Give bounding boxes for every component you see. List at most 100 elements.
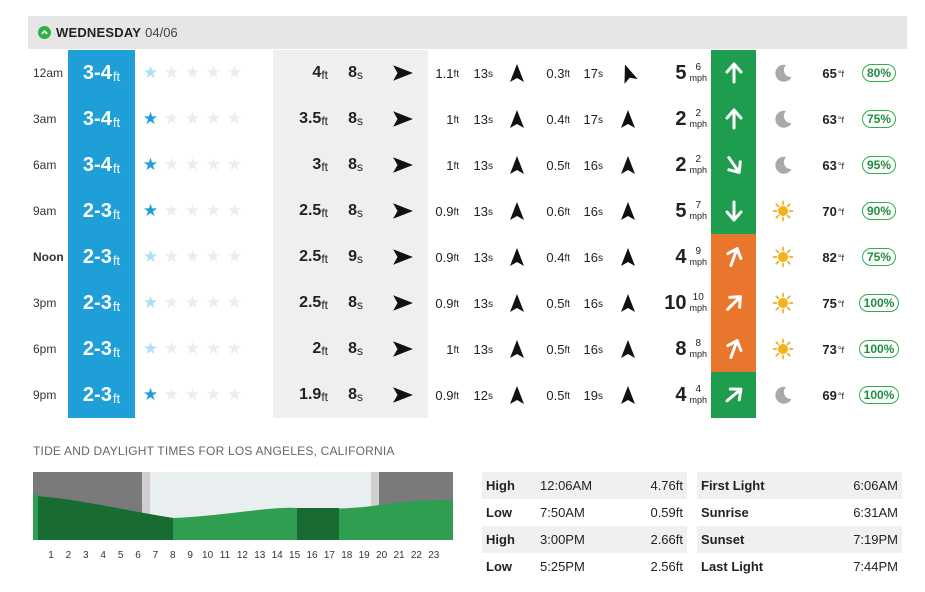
tide-hour-label: 19 (358, 550, 370, 561)
secondary-swell-height: 1 ft (446, 157, 459, 173)
wind-direction (711, 326, 756, 372)
rating-star-icon: ★ (205, 155, 222, 174)
sun-icon (772, 338, 794, 360)
row-time: 3pm (33, 296, 57, 310)
humidity-badge: 75% (858, 96, 900, 142)
secondary-swell-period: 13 s (473, 249, 493, 265)
swell-direction-icon (510, 340, 524, 358)
row-time: 9am (33, 204, 57, 218)
surf-height: 2-3 ft (82, 337, 121, 360)
surf-height: 3-4 ft (82, 153, 121, 176)
forecast-row[interactable]: 3am 3-4 ft ★ ★ ★ ★ ★ 3.5 ft 8 s 1 ft 13 s 0.4 ft 17 s 2 2 mph 6… (0, 96, 925, 142)
tide-chart (33, 472, 453, 540)
wind-speed: 4 4 mph (675, 383, 707, 406)
tide-hour-label: 15 (289, 550, 301, 561)
temperature: 63 °f (822, 157, 844, 173)
chevron-up-icon[interactable] (38, 26, 51, 39)
secondary-swell-direction (505, 96, 529, 142)
forecast-row[interactable]: 6am 3-4 ft ★ ★ ★ ★ ★ 3 ft 8 s 1 ft 13 s 0.5 ft 16 s 2 2 mph 63 °… (0, 142, 925, 188)
rating-star-icon: ★ (205, 385, 222, 404)
tide-curve-dark-morning (33, 496, 173, 540)
tide-hour-label: 4 (100, 550, 106, 561)
tide-times-table: High 12:06AM 4.76ft Low 7:50AM 0.59ft High 3:00… (482, 472, 687, 580)
daylight-time: 6:31AM (853, 505, 898, 520)
sun-icon (772, 200, 794, 222)
tide-hour-label: 16 (306, 550, 318, 561)
secondary-swell-direction (505, 50, 529, 96)
secondary-swell-period: 12 s (473, 387, 493, 403)
swell-direction-icon (621, 202, 635, 220)
humidity-badge: 80% (858, 50, 900, 96)
daylight-time: 7:19PM (853, 532, 898, 547)
tide-type: Low (486, 505, 512, 520)
wind-direction-icon (725, 295, 742, 311)
forecast-row[interactable]: 3pm 2-3 ft ★ ★ ★ ★ ★ 2.5 ft 8 s 0.9 ft 13 s 0.5 ft 16 s 10 10… (0, 280, 925, 326)
rating-star-icon: ★ (142, 201, 159, 220)
rating-star-icon: ★ (163, 155, 180, 174)
wind-direction-icon (726, 156, 742, 174)
primary-swell-direction (388, 142, 418, 188)
wind-direction-icon (725, 247, 742, 267)
tide-hour-label: 8 (170, 550, 176, 561)
temperature: 73 °f (822, 341, 844, 357)
tide-hour-label: 12 (236, 550, 248, 561)
swell-direction-icon (393, 203, 413, 219)
secondary-swell-period: 13 s (473, 341, 493, 357)
humidity-badge: 90% (858, 188, 900, 234)
secondary-swell-direction (505, 326, 529, 372)
swell-direction-icon (621, 294, 635, 312)
rating-star-icon: ★ (205, 247, 222, 266)
weather (768, 50, 798, 96)
daylight-label: Sunset (701, 532, 745, 547)
tertiary-swell-period: 17 s (583, 65, 603, 81)
primary-swell-direction (388, 326, 418, 372)
day-header[interactable]: WEDNESDAY 04/06 (28, 16, 907, 49)
tertiary-swell-period: 16 s (583, 249, 603, 265)
rating-star-icon: ★ (142, 339, 159, 358)
rating-star-icon: ★ (205, 293, 222, 312)
wind-direction (711, 50, 756, 96)
swell-direction-icon (510, 294, 524, 312)
forecast-row[interactable]: Noon 2-3 ft ★ ★ ★ ★ ★ 2.5 ft 9 s 0.9 ft 13 s 0.4 ft 16 s 4 9 m… (0, 234, 925, 280)
tide-hour-label: 10 (202, 550, 214, 561)
weather (768, 188, 798, 234)
tide-row: High 3:00PM 2.66ft (482, 526, 687, 553)
tide-hour-label: 23 (428, 550, 440, 561)
rating-star-icon: ★ (205, 339, 222, 358)
tide-height: 2.56ft (650, 559, 683, 574)
daylight-label: Last Light (701, 559, 764, 574)
tertiary-swell-period: 19 s (583, 387, 603, 403)
secondary-swell-period: 13 s (473, 65, 493, 81)
primary-swell-height: 4 ft (312, 64, 328, 82)
tertiary-swell-direction (615, 96, 641, 142)
rating-star-icon: ★ (184, 247, 201, 266)
swell-direction-icon (393, 387, 413, 403)
forecast-row[interactable]: 9am 2-3 ft ★ ★ ★ ★ ★ 2.5 ft 8 s 0.9 ft 13 s 0.6 ft 16 s 5 7 mp… (0, 188, 925, 234)
swell-direction-icon (621, 386, 635, 404)
tertiary-swell-direction (615, 234, 641, 280)
forecast-row[interactable]: 12am 3-4 ft ★ ★ ★ ★ ★ 4 ft 8 s 1.1 ft 13 s 0.3 ft 17 s 5 6 mph… (0, 50, 925, 96)
rating-star-icon: ★ (163, 201, 180, 220)
forecast-row[interactable]: 9pm 2-3 ft ★ ★ ★ ★ ★ 1.9 ft 8 s 0.9 ft 12 s 0.5 ft 19 s 4 4 mp… (0, 372, 925, 418)
tide-hour-label: 13 (254, 550, 266, 561)
primary-swell-height: 2 ft (312, 340, 328, 358)
row-time: 9pm (33, 388, 57, 402)
secondary-swell-height: 0.9 ft (435, 249, 459, 265)
swell-direction-icon (510, 248, 524, 266)
daylight-times-table: First Light 6:06AM Sunrise 6:31AM Sunset 7:19… (697, 472, 902, 580)
tertiary-swell-direction (615, 188, 641, 234)
tertiary-swell-direction (615, 372, 641, 418)
rating-star-icon: ★ (205, 109, 222, 128)
swell-direction-icon (510, 156, 524, 174)
rating-star-icon: ★ (163, 63, 180, 82)
tertiary-swell-period: 16 s (583, 295, 603, 311)
secondary-swell-period: 13 s (473, 157, 493, 173)
swell-direction-icon (621, 248, 635, 266)
rating-star-icon: ★ (184, 155, 201, 174)
forecast-row[interactable]: 6pm 2-3 ft ★ ★ ★ ★ ★ 2 ft 8 s 1 ft 13 s 0.5 ft 16 s 8 8 mph 73 °… (0, 326, 925, 372)
row-time: 12am (33, 66, 64, 80)
rating-star-icon: ★ (163, 339, 180, 358)
tide-time: 12:06AM (540, 478, 593, 493)
rating-star-icon: ★ (142, 385, 159, 404)
temperature: 65 °f (822, 65, 844, 81)
